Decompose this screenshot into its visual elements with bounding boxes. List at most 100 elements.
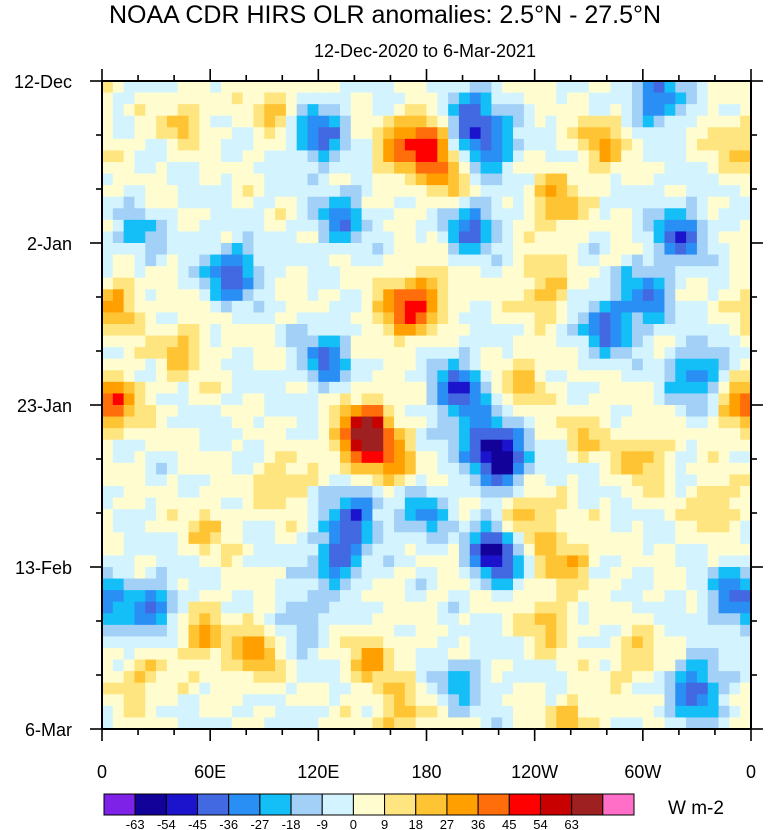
heat-cell <box>426 428 438 441</box>
heat-cell <box>610 358 622 371</box>
heat-cell <box>188 138 200 152</box>
heat-cell <box>480 115 492 128</box>
heat-cell <box>556 520 568 533</box>
heat-cell <box>513 127 525 140</box>
heat-cell <box>567 705 579 719</box>
colorbar-swatch <box>477 793 510 816</box>
heat-cell <box>523 590 536 603</box>
heat-cell <box>632 555 644 568</box>
heat-cell <box>653 243 666 256</box>
heat-cell <box>339 300 352 314</box>
heat-cell <box>686 185 698 198</box>
heat-cell <box>696 439 709 452</box>
heat-cell <box>469 173 482 186</box>
heat-cell <box>339 694 352 707</box>
heat-cell <box>610 324 622 337</box>
heat-cell <box>610 81 622 94</box>
heat-cell <box>567 486 579 499</box>
heat-cell <box>491 486 503 499</box>
heat-cell <box>350 671 363 684</box>
heat-cell <box>123 567 136 580</box>
heat-cell <box>740 439 752 452</box>
heat-cell <box>556 659 568 672</box>
heat-cell <box>513 150 525 163</box>
heat-cell <box>199 370 211 383</box>
heat-cell <box>415 300 428 314</box>
heat-cell <box>480 254 492 267</box>
heat-cell <box>231 462 244 476</box>
heat-cell <box>502 243 514 256</box>
heat-cell <box>740 474 752 487</box>
heat-cell <box>448 104 460 117</box>
heat-cell <box>632 219 644 233</box>
heat-cell <box>729 428 741 441</box>
heat-cell <box>166 81 179 94</box>
heat-cell <box>242 648 255 661</box>
heat-cell <box>502 219 514 233</box>
heat-cell <box>610 671 622 684</box>
heat-cell <box>469 613 482 626</box>
heat-cell <box>199 601 211 614</box>
heat-cell <box>318 462 330 476</box>
heat-cell <box>426 567 438 580</box>
heat-cell <box>220 243 233 256</box>
heat-cell <box>534 289 547 302</box>
heat-cell <box>469 381 482 395</box>
heat-cell <box>123 497 136 510</box>
heat-cell <box>610 601 622 614</box>
heat-cell <box>718 543 730 557</box>
heat-cell <box>383 289 395 302</box>
heat-cell <box>545 300 557 314</box>
heat-cell <box>394 173 406 186</box>
heat-cell <box>523 358 536 371</box>
heat-cell <box>296 682 309 695</box>
heat-cell <box>264 115 276 128</box>
heat-cell <box>394 185 406 198</box>
heat-cell <box>718 243 730 256</box>
heat-cell <box>188 381 200 395</box>
heat-cell <box>707 335 720 348</box>
heat-cell <box>372 335 384 348</box>
heat-cell <box>253 636 265 649</box>
heat-cell <box>102 173 114 186</box>
heat-cell <box>729 81 741 94</box>
heat-cell <box>534 196 547 209</box>
heat-cell <box>123 347 136 360</box>
heat-cell <box>275 127 287 140</box>
heat-cell <box>458 405 471 418</box>
heat-cell <box>296 532 309 545</box>
heat-cell <box>448 578 460 591</box>
heat-cell <box>145 277 157 290</box>
heat-cell <box>610 439 622 452</box>
heat-cell <box>112 636 125 649</box>
heat-cell <box>339 370 352 383</box>
heat-cell <box>361 92 374 105</box>
heat-cell <box>740 127 752 140</box>
heat-cell <box>523 659 536 672</box>
heat-cell <box>621 486 633 499</box>
heat-cell <box>394 486 406 499</box>
heat-cell <box>729 335 741 348</box>
heat-cell <box>718 705 730 719</box>
heat-cell <box>426 648 438 661</box>
heat-cell <box>361 324 374 337</box>
heat-cell <box>599 138 611 152</box>
heat-cell <box>188 439 200 452</box>
heat-cell <box>264 613 276 626</box>
heat-cell <box>556 509 568 522</box>
heat-cell <box>437 335 449 348</box>
heat-cell <box>318 92 330 105</box>
heat-cell <box>188 162 200 175</box>
heat-cell <box>718 162 730 175</box>
heat-cell <box>372 219 384 233</box>
heat-cell <box>112 486 125 499</box>
heat-cell <box>567 370 579 383</box>
heat-cell <box>642 578 655 591</box>
heat-cell <box>275 439 287 452</box>
heat-cell <box>523 335 536 348</box>
heat-cell <box>588 439 601 452</box>
heat-cell <box>469 266 482 279</box>
heat-cell <box>426 509 438 522</box>
heat-cell <box>686 590 698 603</box>
heat-cell <box>480 543 492 557</box>
